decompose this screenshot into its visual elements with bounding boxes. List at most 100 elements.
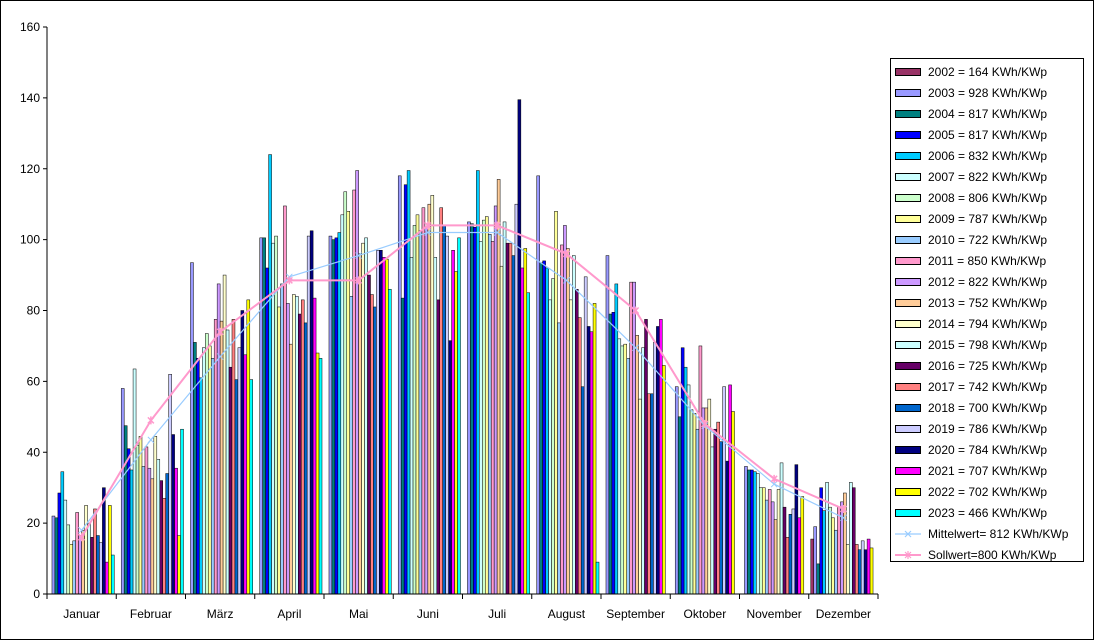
bar	[397, 175, 402, 595]
legend-item: 2020 = 784 KWh/KWp	[891, 439, 1083, 460]
legend-item: 2010 = 722 KWh/KWp	[891, 229, 1083, 250]
bar	[231, 319, 236, 595]
bar	[589, 331, 594, 595]
legend-line-marker	[895, 550, 921, 559]
bar	[454, 271, 458, 595]
bar	[439, 207, 443, 595]
bar	[762, 487, 766, 595]
bar	[265, 267, 269, 595]
bar	[99, 542, 103, 595]
bar	[123, 425, 128, 595]
bar	[132, 368, 137, 595]
bar	[412, 225, 417, 595]
legend-item: 2011 = 850 KWh/KWp	[891, 250, 1083, 271]
bar	[797, 517, 802, 595]
bar	[662, 365, 666, 595]
bar	[747, 469, 751, 595]
legend-item: 2022 = 702 KWh/KWp	[891, 481, 1083, 502]
bar	[653, 342, 657, 595]
legend-item: 2023 = 466 KWh/KWp	[891, 502, 1083, 523]
line-point	[493, 229, 501, 236]
bar	[337, 232, 342, 595]
bar	[866, 538, 871, 595]
bar	[400, 297, 405, 595]
bar	[90, 537, 94, 595]
legend-swatch	[895, 424, 921, 433]
bar	[451, 250, 455, 595]
bar	[199, 377, 203, 595]
bar	[93, 508, 97, 595]
line-point	[147, 436, 155, 444]
bar	[716, 421, 720, 595]
bar	[382, 257, 386, 595]
bar	[237, 347, 242, 595]
bar	[66, 524, 71, 595]
bar	[352, 189, 356, 595]
bar	[831, 517, 835, 595]
bar	[542, 260, 546, 595]
legend-label: 2017 = 742 KWh/KWp	[928, 379, 1048, 394]
legend-swatch	[895, 235, 921, 244]
bar	[695, 428, 700, 595]
bar	[825, 482, 829, 595]
bar	[605, 255, 610, 595]
bar	[355, 170, 359, 595]
legend-item: 2002 = 164 KWh/KWp	[891, 61, 1083, 82]
bar	[334, 237, 339, 595]
bar	[520, 267, 525, 595]
legend-label: 2005 = 817 KWh/KWp	[928, 127, 1048, 142]
bar	[280, 283, 284, 595]
y-tick-label: 20	[27, 516, 41, 530]
bar	[303, 322, 308, 595]
bar	[156, 459, 161, 595]
bar	[722, 386, 726, 595]
bar	[430, 195, 435, 595]
bar	[427, 203, 432, 595]
bar	[190, 262, 194, 595]
bar	[168, 374, 172, 595]
legend-swatch	[895, 193, 921, 202]
bar	[180, 428, 184, 595]
bar	[361, 242, 365, 595]
bar	[84, 505, 88, 595]
bar	[863, 549, 868, 595]
bar	[674, 386, 679, 595]
line-point	[770, 480, 778, 488]
bar	[731, 411, 735, 595]
bar	[240, 310, 245, 595]
legend-swatch	[895, 67, 921, 76]
line-point	[355, 276, 363, 285]
bar	[704, 407, 709, 595]
bar	[487, 234, 492, 595]
bar	[105, 561, 109, 595]
bar	[174, 467, 178, 595]
legend-swatch	[895, 466, 921, 475]
bar	[69, 544, 73, 595]
bar	[650, 393, 654, 595]
legend-label: 2014 = 794 KWh/KWp	[928, 316, 1048, 331]
bar	[860, 540, 865, 595]
bar	[586, 326, 591, 595]
bar	[857, 549, 862, 595]
bar	[577, 317, 582, 595]
bar	[385, 258, 389, 595]
bar	[54, 517, 59, 595]
bar	[72, 540, 76, 595]
bar	[306, 235, 311, 595]
legend-swatch	[895, 256, 921, 265]
bar	[788, 514, 793, 595]
bar	[141, 466, 146, 595]
bar	[759, 487, 763, 595]
bar	[701, 407, 706, 595]
bar	[620, 345, 625, 595]
bar	[448, 340, 452, 595]
bar	[421, 207, 426, 595]
bar	[635, 335, 639, 595]
legend-swatch	[895, 445, 921, 454]
bar	[196, 358, 200, 595]
legend-label: 2009 = 787 KWh/KWp	[928, 211, 1048, 226]
bar	[370, 294, 374, 595]
bar	[150, 478, 155, 595]
legend-swatch	[895, 130, 921, 139]
bar	[376, 250, 380, 595]
